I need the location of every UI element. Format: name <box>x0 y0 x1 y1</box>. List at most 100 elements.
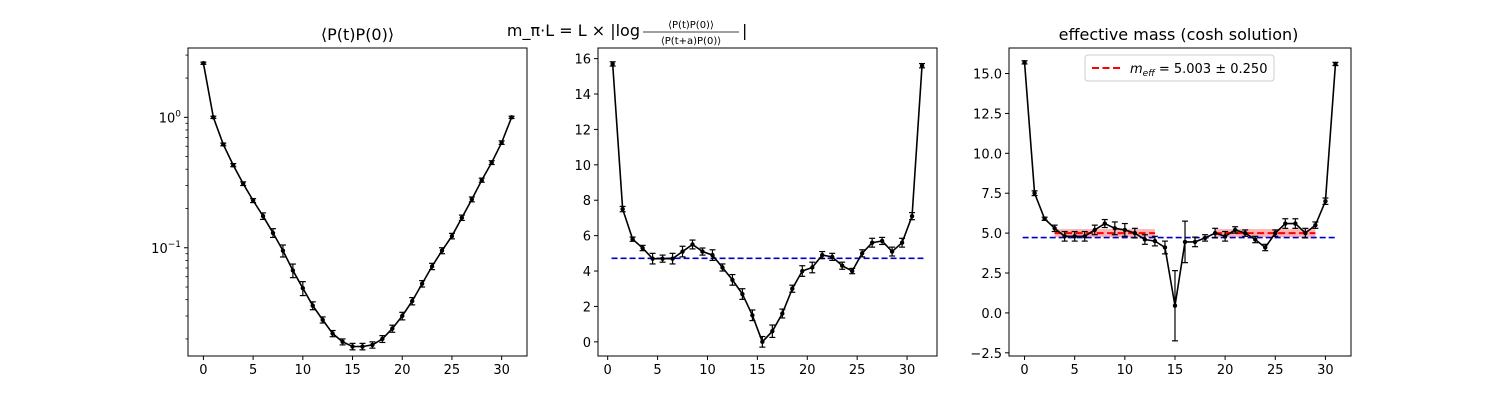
panel-pion-mass-data-point <box>889 249 895 254</box>
panel-correlator-y-tick-label: 10−1 <box>151 240 181 257</box>
panel-effective-mass-data-point <box>1032 191 1037 196</box>
panel-pion-mass-data-point <box>830 254 835 260</box>
panel-pion-mass-title-lhs: m_π·L = L × |log <box>507 21 640 41</box>
panel-pion-mass-data-point <box>839 263 845 268</box>
panel-pion-mass-data-point <box>750 313 755 318</box>
panel-pion-mass-y-tick-label: 2 <box>583 300 591 315</box>
panel-pion-mass-y-tick-label: 16 <box>574 53 591 68</box>
panel-correlator-data-point <box>221 142 226 147</box>
panel-effective-mass-y-tick-label: −2.5 <box>970 347 1002 362</box>
panel-correlator-data-point <box>250 198 256 203</box>
legend-label-rest: = 5.003 ± 0.250 <box>1155 62 1268 77</box>
panel-effective-mass-data-point <box>1122 227 1128 233</box>
panel-pion-mass-y-tick-label: 12 <box>574 123 591 138</box>
panel-effective-mass-x-tick-label: 10 <box>1117 363 1134 378</box>
panel-pion-mass-y-tick-label: 8 <box>583 194 591 209</box>
panel-pion-mass-data-point <box>730 277 735 283</box>
panel-effective-mass-data-point <box>1273 230 1278 236</box>
panel-correlator-x-tick-label: 30 <box>493 363 510 378</box>
panel-effective-mass-x-tick-label: 20 <box>1217 363 1234 378</box>
panel-effective-mass-data-point <box>1242 230 1248 236</box>
panel-pion-mass-title-rhs: | <box>742 21 747 40</box>
panel-correlator-data-point <box>409 298 415 304</box>
panel-effective-mass-data-point <box>1172 303 1178 308</box>
panel-effective-mass-y-tick-label: 10.0 <box>973 147 1002 162</box>
fit-band-1 <box>1054 229 1155 238</box>
panel-pion-mass-data-point <box>710 252 715 258</box>
panel-effective-mass-y-tick-label: 5.0 <box>981 227 1002 242</box>
panel-effective-mass-data-point <box>1333 61 1338 67</box>
panel-effective-mass-data-point <box>1132 230 1138 236</box>
panel-effective-mass-data-point <box>1102 221 1107 226</box>
panel-correlator-data-point <box>509 115 514 120</box>
panel-correlator-data-point <box>370 342 375 348</box>
panel-pion-mass-data-point <box>670 256 675 261</box>
panel-pion-mass-data-point <box>630 236 635 242</box>
panel-correlator-data-point <box>459 215 465 220</box>
legend-label-subscript: eff <box>1143 69 1157 79</box>
panel-effective-mass-data-point <box>1062 234 1067 239</box>
panel-correlator-data-point <box>390 326 395 331</box>
legend: meff = 5.003 ± 0.250 <box>1084 54 1275 82</box>
panel-effective-mass-data-point <box>1263 245 1268 250</box>
panel-correlator-axes-frame <box>187 47 528 357</box>
panel-correlator-data-point <box>290 268 296 273</box>
panel-pion-mass-data-point <box>810 265 815 270</box>
panel-pion-mass-data-point <box>780 311 785 316</box>
panel-effective-mass-data-point <box>1303 230 1308 236</box>
panel-correlator-x-tick-label: 0 <box>199 363 207 378</box>
panel-pion-mass-axes-frame <box>597 47 938 357</box>
fit-band-2 <box>1215 229 1316 238</box>
panel-correlator-data-point <box>439 248 445 253</box>
panel-pion-mass-data-point <box>760 339 765 345</box>
panel-correlator-data-point <box>360 344 365 349</box>
panel-effective-mass-data-point <box>1152 238 1158 244</box>
panel-correlator-x-tick-label: 15 <box>344 363 361 378</box>
panel-effective-mass: effective mass (cosh solution) 0 5 10 15 20 2… <box>970 25 1352 378</box>
panel-pion-mass-data-point <box>770 329 775 334</box>
panel-pion-mass-data-point <box>820 252 825 258</box>
panel-correlator-data-point <box>340 339 345 345</box>
panel-effective-mass-data-point <box>1232 227 1238 233</box>
panel-pion-mass-data-point <box>740 291 745 297</box>
panel-pion-mass-y-tick-label: 0 <box>583 336 591 351</box>
panel-correlator-x-tick-label: 25 <box>444 363 461 378</box>
panel-effective-mass-data-point <box>1042 216 1047 221</box>
panel-correlator-data-point <box>350 344 355 349</box>
panel-effective-mass-data-point <box>1022 60 1027 65</box>
panel-effective-mass-y-tick-label: 7.5 <box>981 187 1002 202</box>
panel-effective-mass-x-tick-label: 25 <box>1267 363 1284 378</box>
panel-pion-mass-data-point <box>650 256 655 261</box>
panel-pion-mass-plot-area: 0 5 10 15 20 25 30 0 2 4 6 8 10 12 14 16 <box>574 47 938 378</box>
panel-effective-mass-data-point <box>1323 199 1328 204</box>
panel-pion-mass: m_π·L = L × |log ⟨P(t)P(0)⟩ ⟨P(t+a)P(0)⟩… <box>507 20 938 378</box>
panel-correlator-plot-area: 0 5 10 15 20 25 30 100 10−1 <box>151 47 528 378</box>
panel-correlator: ⟨P(t)P(0)⟩ 0 5 10 15 20 25 30 100 10−1 <box>151 25 528 378</box>
panel-effective-mass-y-tick-label: 2.5 <box>981 267 1002 282</box>
panel-correlator-title: ⟨P(t)P(0)⟩ <box>321 25 394 44</box>
panel-pion-mass-x-tick-label: 0 <box>604 363 612 378</box>
panel-correlator-data-point <box>300 285 306 291</box>
panel-pion-mass-y-tick-label: 6 <box>583 230 591 245</box>
panel-effective-mass-data-point <box>1112 226 1118 231</box>
panel-pion-mass-x-tick-label: 15 <box>749 363 766 378</box>
panel-pion-mass-data-point <box>879 238 885 244</box>
panel-effective-mass-plot-area: 0 5 10 15 20 25 30 −2.5 0.0 2.5 5.0 7.5 10.0 12.5 15.0 <box>970 47 1352 378</box>
panel-pion-mass-x-tick-label: 20 <box>799 363 816 378</box>
panel-effective-mass-y-tick-label: 12.5 <box>973 107 1002 122</box>
panel-pion-mass-data-point <box>859 251 865 256</box>
panel-pion-mass-y-tick-label: 4 <box>583 265 591 280</box>
panel-effective-mass-data-point <box>1162 245 1168 250</box>
panel-correlator-y-tick-label: 100 <box>159 109 182 126</box>
panel-effective-mass-axes-frame <box>1008 47 1352 357</box>
panel-effective-mass-data-point <box>1283 221 1288 226</box>
panel-pion-mass-y-tick-label: 14 <box>574 88 591 103</box>
panel-correlator-data-point <box>320 317 325 323</box>
panel-pion-mass-data-point <box>899 240 905 245</box>
panel-pion-mass-data-point <box>919 63 925 68</box>
panel-effective-mass-data-point <box>1313 222 1318 228</box>
panel-pion-mass-x-tick-label: 30 <box>899 363 916 378</box>
legend-label: meff = 5.003 ± 0.250 <box>1130 62 1267 79</box>
panel-correlator-data-point <box>419 281 425 286</box>
panel-pion-mass-data-point <box>640 245 645 251</box>
